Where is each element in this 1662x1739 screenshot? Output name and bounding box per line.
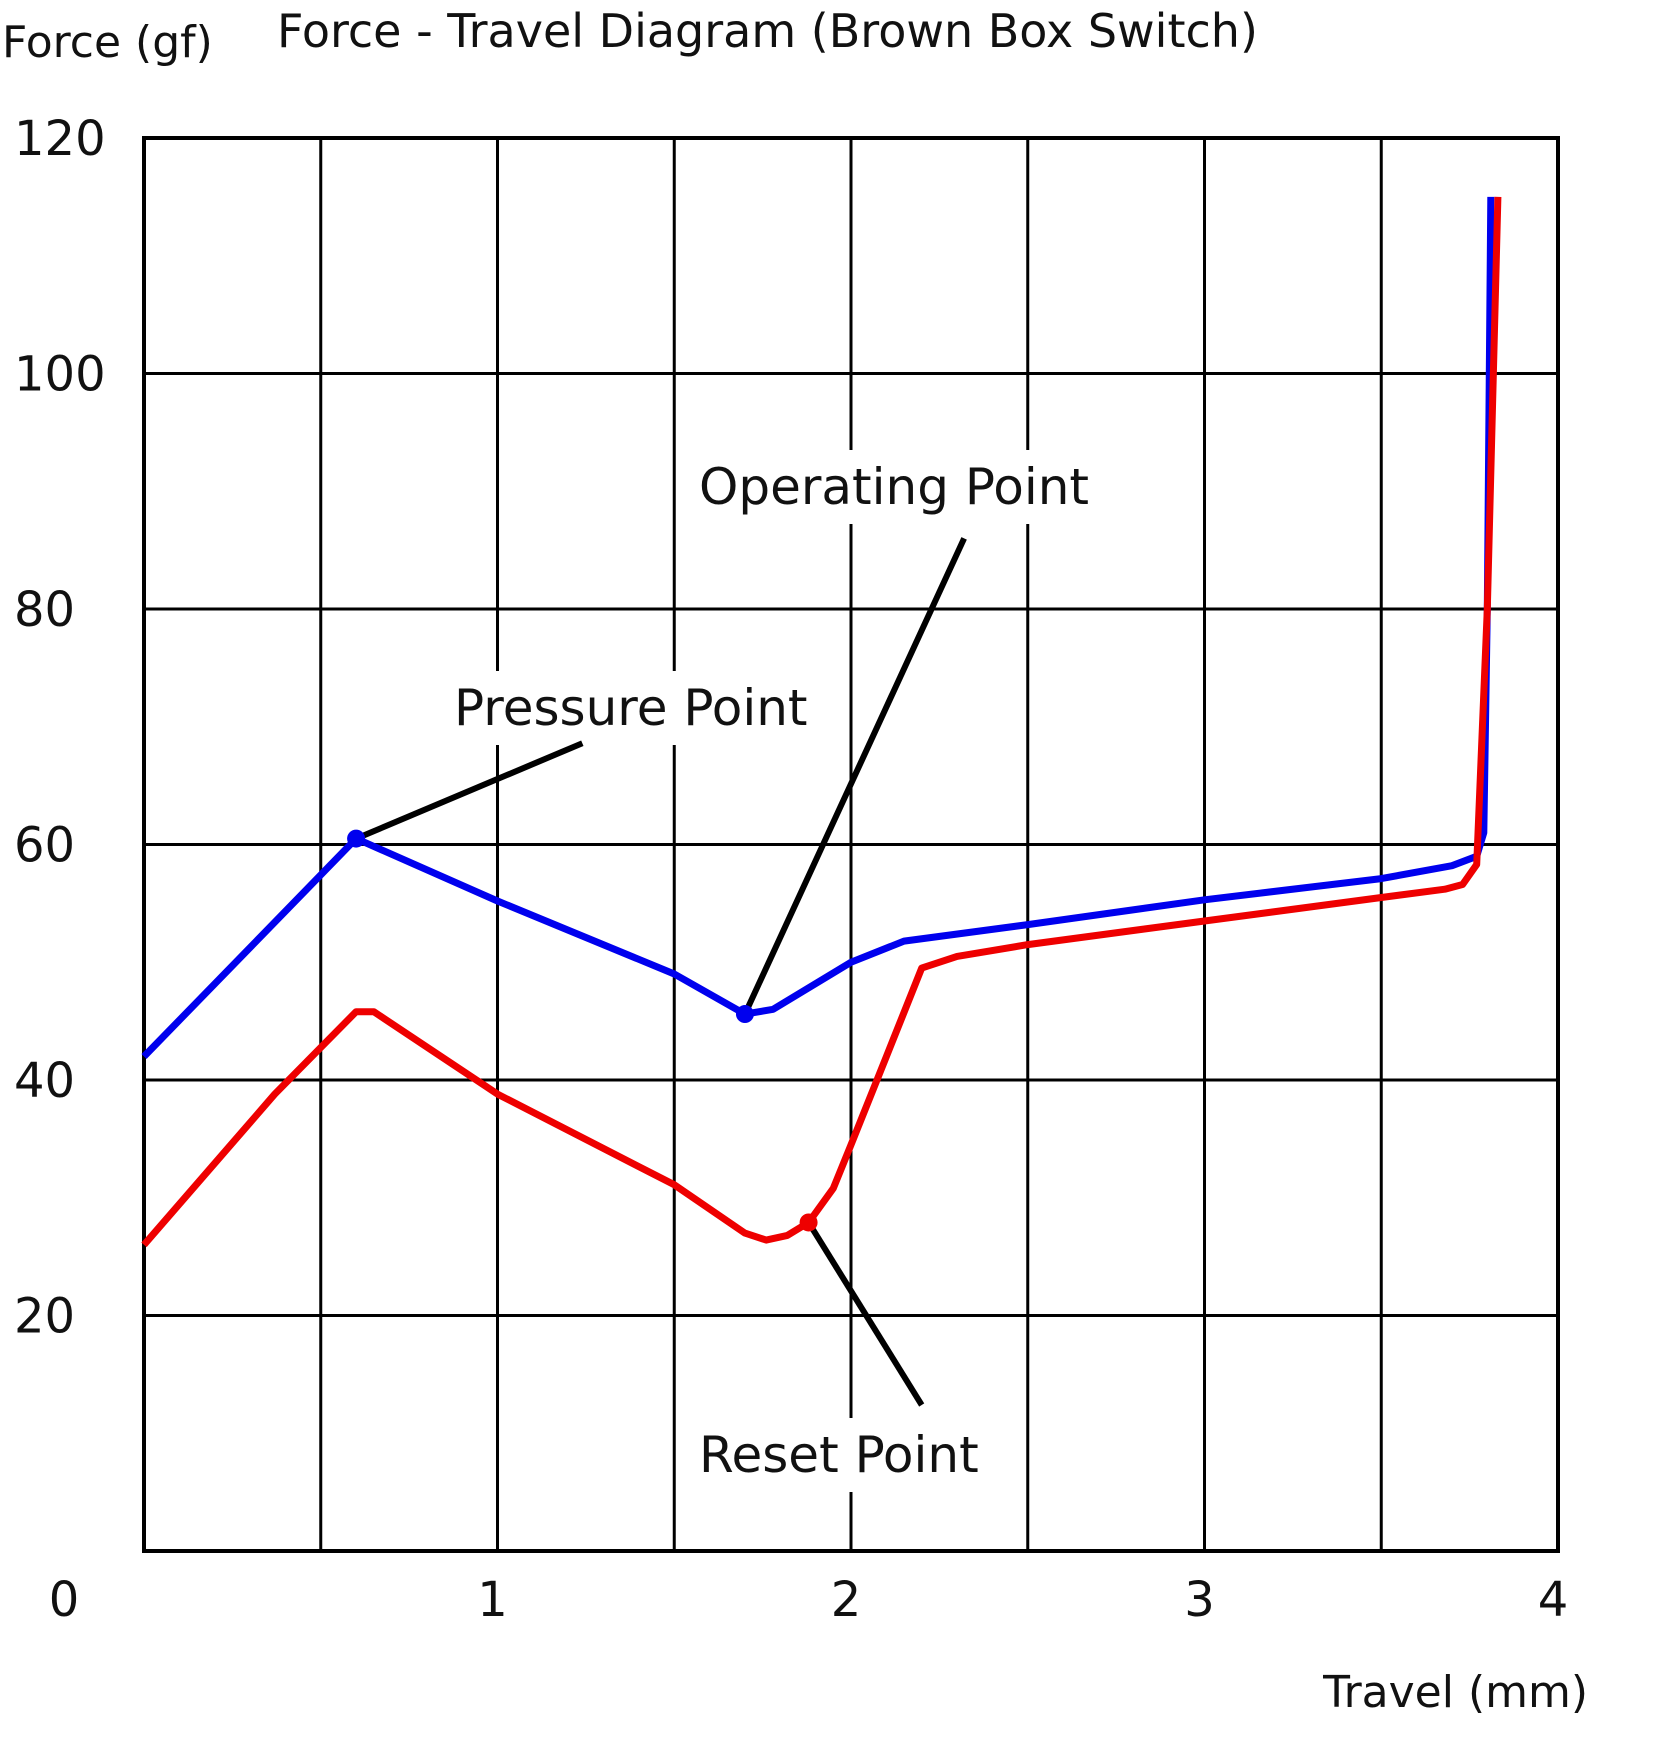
point-marker [347, 829, 366, 848]
series-line [141, 196, 1495, 1059]
chart-title: Force - Travel Diagram (Brown Box Switch… [277, 4, 1258, 58]
tick-labels: 20 40 60 80 100 120 0 1 2 3 4 [14, 111, 1568, 1628]
annotation-leader-line [354, 740, 584, 842]
x-tick-label: 3 [1184, 1572, 1215, 1628]
y-tick-label: 40 [14, 1053, 75, 1109]
grid [144, 138, 1558, 1551]
y-axis-label: Force (gf) [2, 17, 213, 68]
point-marker [735, 1005, 754, 1024]
reset-point-label: Reset Point [699, 1426, 979, 1484]
x-tick-label: 0 [49, 1572, 80, 1628]
y-tick-label: 60 [14, 818, 75, 874]
annotation-label-background [446, 671, 816, 745]
y-tick-label: 80 [14, 582, 75, 638]
annotation-label-backgrounds [446, 450, 1098, 1492]
point-marker [799, 1213, 818, 1232]
y-tick-label: 20 [14, 1289, 75, 1345]
x-tick-label: 2 [831, 1572, 862, 1628]
annotation-label-background [691, 450, 1098, 524]
x-axis-label: Travel (mm) [1322, 1667, 1588, 1718]
x-tick-label: 1 [477, 1572, 508, 1628]
point-markers [347, 829, 818, 1232]
plot-frame [142, 136, 1560, 1553]
series-group [141, 196, 1502, 1248]
operating-point-label: Operating Point [699, 458, 1089, 516]
x-tick-label: 4 [1538, 1572, 1569, 1628]
annotation-leader-lines [354, 537, 967, 1407]
pressure-point-label: Pressure Point [454, 679, 808, 737]
y-tick-label: 100 [14, 347, 106, 403]
y-tick-label: 120 [14, 111, 106, 167]
annotation-leader-line [742, 537, 967, 1016]
annotation-label-background [691, 1418, 987, 1492]
annotation-leader-line [806, 1220, 925, 1407]
series-line [141, 196, 1502, 1248]
